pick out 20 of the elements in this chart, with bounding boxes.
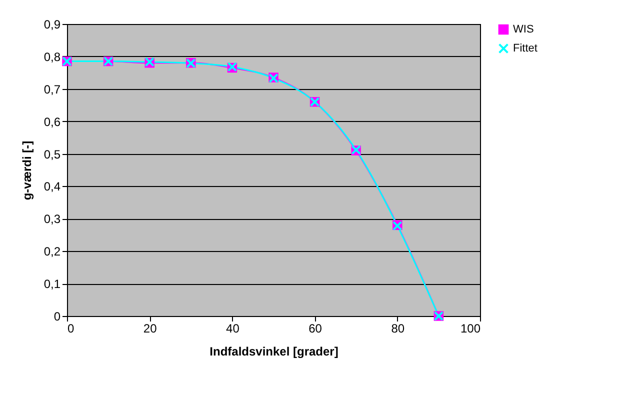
y-tick-label: 0,7 bbox=[44, 82, 61, 96]
x-tick-label: 40 bbox=[226, 322, 240, 336]
y-tick-label: 0,6 bbox=[44, 114, 61, 129]
legend-label: Fittet bbox=[513, 42, 538, 54]
y-tick-label: 0 bbox=[54, 310, 61, 324]
x-tick-label: 20 bbox=[143, 322, 158, 336]
y-axis-title: g-værdi [-] bbox=[20, 140, 34, 200]
y-tick-label: 0,1 bbox=[44, 277, 61, 292]
y-tick-label: 0,3 bbox=[44, 212, 61, 226]
y-tick-label: 0,2 bbox=[44, 244, 61, 259]
x-tick-label: 80 bbox=[391, 322, 405, 336]
y-tick-label: 0,8 bbox=[44, 50, 61, 64]
x-axis-title: Indfaldsvinkel [grader] bbox=[210, 344, 338, 358]
y-tick-label: 0,9 bbox=[44, 18, 61, 32]
x-tick-label: 60 bbox=[308, 322, 322, 336]
x-tick-label: 0 bbox=[68, 322, 74, 336]
y-tick-label: 0,4 bbox=[44, 180, 61, 194]
x-tick-label: 100 bbox=[460, 322, 481, 336]
legend-label: WIS bbox=[513, 24, 534, 36]
y-tick-label: 0,5 bbox=[44, 147, 61, 162]
